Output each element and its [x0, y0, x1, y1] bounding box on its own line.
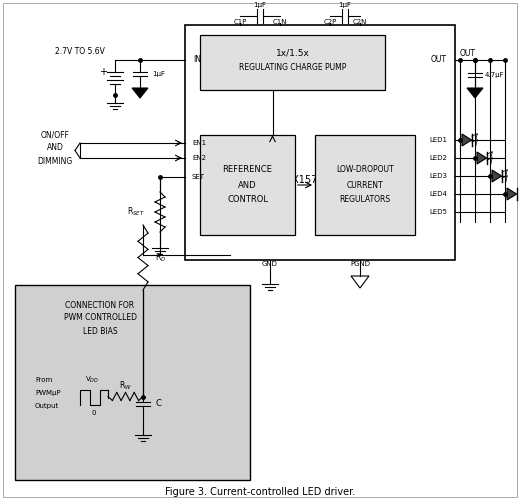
Text: LED BIAS: LED BIAS: [83, 326, 118, 336]
Text: CURRENT: CURRENT: [347, 180, 383, 190]
Text: PGND: PGND: [350, 261, 370, 267]
Polygon shape: [492, 170, 502, 182]
Text: +: +: [99, 67, 107, 77]
Text: 1μF: 1μF: [339, 2, 352, 8]
Text: C2P: C2P: [323, 19, 336, 25]
Polygon shape: [132, 88, 148, 98]
Text: C1P: C1P: [233, 19, 246, 25]
Text: PWMμP: PWMμP: [35, 390, 61, 396]
Text: V$_{DD}$: V$_{DD}$: [85, 375, 99, 385]
Text: LED3: LED3: [429, 173, 447, 179]
Text: From: From: [35, 377, 52, 383]
Text: AND: AND: [47, 144, 63, 152]
Text: 1x/1.5x: 1x/1.5x: [276, 48, 309, 58]
Text: CONNECTION FOR: CONNECTION FOR: [66, 300, 135, 310]
Text: LED2: LED2: [429, 155, 447, 161]
Text: REGULATORS: REGULATORS: [340, 196, 391, 204]
Text: 1μF: 1μF: [152, 71, 165, 77]
Text: ON/OFF: ON/OFF: [41, 130, 70, 140]
Bar: [200, 35, 385, 90]
Text: 2.7V TO 5.6V: 2.7V TO 5.6V: [55, 48, 105, 56]
Text: 4.7μF: 4.7μF: [485, 72, 504, 78]
Text: LED1: LED1: [429, 137, 447, 143]
Text: REFERENCE: REFERENCE: [223, 166, 272, 174]
Polygon shape: [477, 152, 487, 164]
Text: REGULATING CHARGE PUMP: REGULATING CHARGE PUMP: [239, 64, 346, 72]
Text: Figure 3. Current-controlled LED driver.: Figure 3. Current-controlled LED driver.: [165, 487, 355, 497]
Bar: [200, 135, 295, 235]
Text: EN1: EN1: [192, 140, 206, 146]
Polygon shape: [507, 188, 516, 200]
Text: R$_D$: R$_D$: [155, 251, 166, 264]
Bar: [15, 285, 250, 480]
Text: SET: SET: [192, 174, 205, 180]
Text: R$_{SET}$: R$_{SET}$: [127, 206, 145, 218]
Text: C1N: C1N: [273, 19, 287, 25]
Text: 0: 0: [92, 410, 96, 416]
Text: R$_W$: R$_W$: [119, 379, 132, 392]
Polygon shape: [462, 134, 472, 146]
Text: Output: Output: [35, 403, 59, 409]
Text: OUT: OUT: [431, 56, 447, 64]
Text: DIMMING: DIMMING: [37, 156, 73, 166]
Polygon shape: [467, 88, 483, 98]
Text: LOW-DROPOUT: LOW-DROPOUT: [336, 166, 394, 174]
Text: LED4: LED4: [429, 191, 447, 197]
Text: 1μF: 1μF: [254, 2, 267, 8]
Text: IN: IN: [193, 56, 201, 64]
Bar: [315, 135, 415, 235]
Text: GND: GND: [262, 261, 278, 267]
Text: LED5: LED5: [429, 209, 447, 215]
Text: MAX1570: MAX1570: [277, 175, 323, 185]
Text: OUT: OUT: [460, 48, 476, 58]
Text: AND: AND: [238, 180, 257, 190]
Text: PWM CONTROLLED: PWM CONTROLLED: [63, 314, 136, 322]
Text: C2N: C2N: [353, 19, 367, 25]
Text: CONTROL: CONTROL: [227, 196, 268, 204]
Text: EN2: EN2: [192, 155, 206, 161]
Bar: [185, 25, 455, 260]
Text: C: C: [155, 399, 161, 408]
